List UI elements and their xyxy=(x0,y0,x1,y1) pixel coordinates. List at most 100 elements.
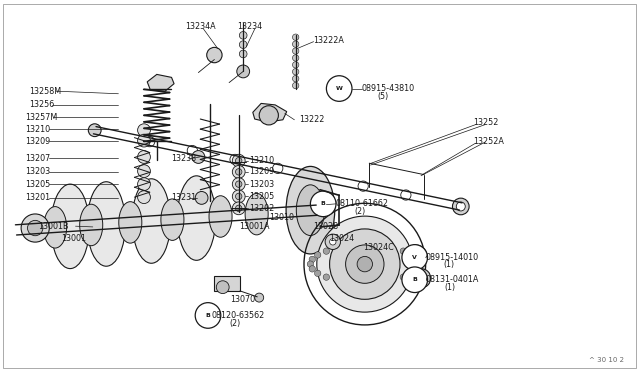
Ellipse shape xyxy=(402,267,428,292)
Text: 13209: 13209 xyxy=(26,137,51,146)
Ellipse shape xyxy=(292,62,299,68)
Ellipse shape xyxy=(412,269,431,288)
Ellipse shape xyxy=(138,134,150,147)
Ellipse shape xyxy=(401,190,411,200)
Text: 08120-63562: 08120-63562 xyxy=(211,311,264,320)
Ellipse shape xyxy=(292,41,299,47)
Ellipse shape xyxy=(232,202,245,215)
Ellipse shape xyxy=(292,76,299,82)
Text: 13209: 13209 xyxy=(250,167,275,176)
Ellipse shape xyxy=(376,279,382,285)
Ellipse shape xyxy=(405,245,427,267)
Ellipse shape xyxy=(192,151,205,163)
Ellipse shape xyxy=(409,270,415,276)
Ellipse shape xyxy=(21,214,49,242)
Ellipse shape xyxy=(323,274,330,280)
Text: 13257M: 13257M xyxy=(26,113,58,122)
Ellipse shape xyxy=(452,198,469,215)
Ellipse shape xyxy=(239,50,247,58)
Ellipse shape xyxy=(132,179,170,263)
Ellipse shape xyxy=(177,176,216,260)
Ellipse shape xyxy=(195,192,208,204)
Text: 08915-43810: 08915-43810 xyxy=(362,84,415,93)
Ellipse shape xyxy=(417,275,425,282)
Ellipse shape xyxy=(230,154,240,164)
Text: 13231: 13231 xyxy=(172,193,196,202)
Text: 13210: 13210 xyxy=(250,156,275,165)
Ellipse shape xyxy=(232,178,245,190)
Ellipse shape xyxy=(239,41,247,48)
Ellipse shape xyxy=(358,181,368,191)
Text: 13001B: 13001B xyxy=(38,222,69,231)
Ellipse shape xyxy=(232,166,245,178)
Ellipse shape xyxy=(209,196,232,237)
Text: 13207: 13207 xyxy=(26,154,51,163)
Text: 13222: 13222 xyxy=(300,115,325,124)
Ellipse shape xyxy=(87,182,125,266)
Text: B: B xyxy=(321,201,326,206)
Text: 13203: 13203 xyxy=(250,180,275,189)
Text: V: V xyxy=(412,255,417,260)
Ellipse shape xyxy=(314,270,321,276)
Ellipse shape xyxy=(161,199,184,240)
Text: 08110-61662: 08110-61662 xyxy=(336,199,389,208)
Bar xyxy=(214,276,240,291)
Text: (5): (5) xyxy=(378,92,389,101)
Ellipse shape xyxy=(326,76,352,101)
Ellipse shape xyxy=(255,293,264,302)
Text: 13202: 13202 xyxy=(250,204,275,213)
Ellipse shape xyxy=(334,245,340,251)
Ellipse shape xyxy=(138,178,150,190)
Ellipse shape xyxy=(236,205,242,212)
Ellipse shape xyxy=(325,234,340,250)
Text: 13205: 13205 xyxy=(26,180,51,189)
Ellipse shape xyxy=(259,106,278,125)
Ellipse shape xyxy=(292,48,299,54)
Polygon shape xyxy=(253,103,287,122)
Ellipse shape xyxy=(145,137,155,147)
Text: 13210: 13210 xyxy=(26,125,51,134)
Ellipse shape xyxy=(88,124,101,137)
Ellipse shape xyxy=(245,193,268,235)
Ellipse shape xyxy=(330,238,336,245)
Ellipse shape xyxy=(28,220,43,236)
Ellipse shape xyxy=(323,248,330,254)
Text: 13201: 13201 xyxy=(26,193,51,202)
Ellipse shape xyxy=(409,252,415,258)
Ellipse shape xyxy=(307,261,314,267)
Text: 13258M: 13258M xyxy=(29,87,61,96)
Text: 13028: 13028 xyxy=(314,222,339,231)
Ellipse shape xyxy=(207,47,222,63)
Ellipse shape xyxy=(348,243,354,250)
Ellipse shape xyxy=(346,245,384,283)
Text: (1): (1) xyxy=(444,260,454,269)
Ellipse shape xyxy=(138,191,150,203)
Ellipse shape xyxy=(310,191,336,217)
Ellipse shape xyxy=(119,202,142,243)
Ellipse shape xyxy=(236,169,242,175)
Ellipse shape xyxy=(216,281,229,294)
Ellipse shape xyxy=(357,256,372,272)
Ellipse shape xyxy=(239,32,247,39)
Ellipse shape xyxy=(296,185,324,235)
Text: 13222A: 13222A xyxy=(314,36,344,45)
Ellipse shape xyxy=(400,274,406,280)
Ellipse shape xyxy=(388,277,395,283)
Ellipse shape xyxy=(236,181,242,187)
Ellipse shape xyxy=(330,229,400,299)
Ellipse shape xyxy=(414,266,420,272)
Ellipse shape xyxy=(416,261,422,267)
Ellipse shape xyxy=(292,55,299,61)
Ellipse shape xyxy=(138,151,150,163)
Ellipse shape xyxy=(411,251,421,261)
Ellipse shape xyxy=(348,279,354,285)
Text: 13238: 13238 xyxy=(172,154,196,163)
Ellipse shape xyxy=(232,190,245,203)
Ellipse shape xyxy=(388,245,395,251)
Text: 13024C: 13024C xyxy=(364,243,394,252)
Ellipse shape xyxy=(138,165,150,177)
Polygon shape xyxy=(147,74,174,91)
Text: (2): (2) xyxy=(354,207,365,216)
Ellipse shape xyxy=(292,68,299,75)
Text: 13252A: 13252A xyxy=(474,137,504,146)
